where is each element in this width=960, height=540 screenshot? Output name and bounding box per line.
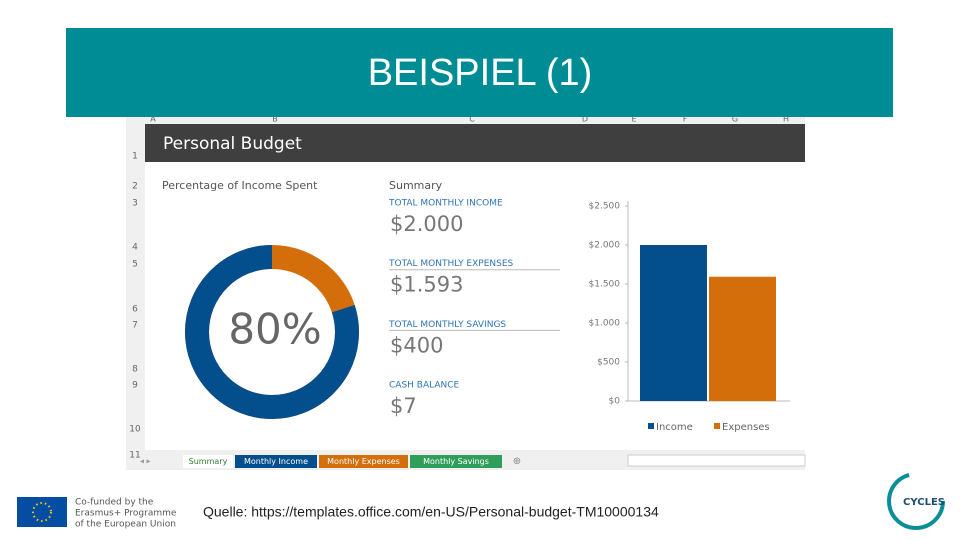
scrollbar[interactable]	[627, 454, 806, 467]
legend-label: Expenses	[722, 422, 770, 433]
row-header: 11	[129, 451, 140, 461]
column-header: B	[272, 115, 278, 124]
summary-value: $2.000	[390, 212, 463, 236]
eu-text: Erasmus+ Programme	[75, 509, 177, 519]
column-header: A	[150, 115, 156, 124]
title-bar	[145, 124, 805, 162]
sheet-tab-label[interactable]: Monthly Income	[244, 457, 308, 466]
legend-label: Income	[656, 422, 693, 433]
sheet-tab-label[interactable]: Monthly Expenses	[327, 457, 400, 466]
y-tick-label: $1.500	[589, 280, 621, 290]
source: Quelle: https://templates.office.com/en-…	[203, 504, 659, 520]
sheet-tab[interactable]	[410, 455, 502, 468]
donut-segment	[185, 245, 359, 419]
column-header: D	[582, 115, 588, 124]
row-header: 8	[132, 365, 138, 375]
legend-swatch	[648, 423, 654, 429]
y-tick-label: $2.000	[589, 241, 621, 251]
sheet-title: Personal Budget	[163, 134, 302, 154]
add-sheet[interactable]: ⊕	[513, 456, 521, 467]
eu-text: Co-funded by the	[75, 498, 154, 508]
summary-value: $400	[390, 333, 443, 357]
logo-ring	[887, 472, 945, 530]
spreadsheet: Personal Budget Percentage of Income Spe…	[126, 112, 806, 470]
summary-value: $1.593	[390, 273, 463, 297]
summary-label: TOTAL MONTHLY INCOME	[388, 199, 503, 209]
column-header: H	[783, 115, 789, 124]
row-header: 6	[132, 305, 138, 315]
column-header: G	[732, 115, 738, 124]
summary-value: $7	[390, 394, 417, 418]
y-tick-label: $2.500	[589, 202, 621, 212]
header-bar	[66, 28, 893, 117]
sheet-tab[interactable]	[235, 455, 317, 468]
summary-label: TOTAL MONTHLY SAVINGS	[388, 320, 506, 330]
row-header: 9	[132, 381, 138, 391]
logo: CYCLES	[903, 497, 945, 508]
legend-swatch	[714, 423, 720, 429]
bar	[709, 276, 776, 401]
column-header: C	[469, 115, 475, 124]
row-header: 5	[132, 260, 138, 270]
sheet-tab-label[interactable]: Monthly Savings	[423, 457, 489, 466]
summary-title: Summary	[389, 179, 443, 192]
y-tick-label: $1.000	[589, 319, 621, 329]
donut-value-label: 80%	[228, 305, 321, 354]
donut-label: Percentage of Income Spent	[162, 179, 318, 192]
eu-flag	[17, 497, 67, 527]
row-header: 1	[132, 152, 138, 162]
bar	[640, 245, 707, 401]
summary-label: CASH BALANCE	[389, 381, 460, 391]
row-header: 3	[132, 199, 138, 209]
y-tick-label: $0	[609, 397, 621, 407]
summary-label: TOTAL MONTHLY EXPENSES	[388, 259, 514, 269]
tab-nav[interactable]: ◂ ▸	[140, 457, 151, 466]
column-header: E	[631, 115, 636, 124]
row-header: 4	[132, 243, 138, 253]
eu-text: of the European Union	[75, 520, 176, 530]
slide-title: BEISPIEL (1)	[368, 52, 593, 94]
sheet-tab[interactable]	[319, 455, 408, 468]
column-header: F	[683, 115, 688, 124]
sheet-tab[interactable]	[183, 455, 233, 468]
row-header: 10	[129, 425, 141, 435]
eu-stars	[32, 502, 52, 522]
sheet-tab-label[interactable]: Summary	[189, 457, 228, 466]
row-header-bar	[126, 112, 145, 458]
y-tick-label: $500	[597, 358, 620, 368]
row-header: 2	[132, 182, 138, 192]
row-header: 7	[132, 321, 138, 331]
